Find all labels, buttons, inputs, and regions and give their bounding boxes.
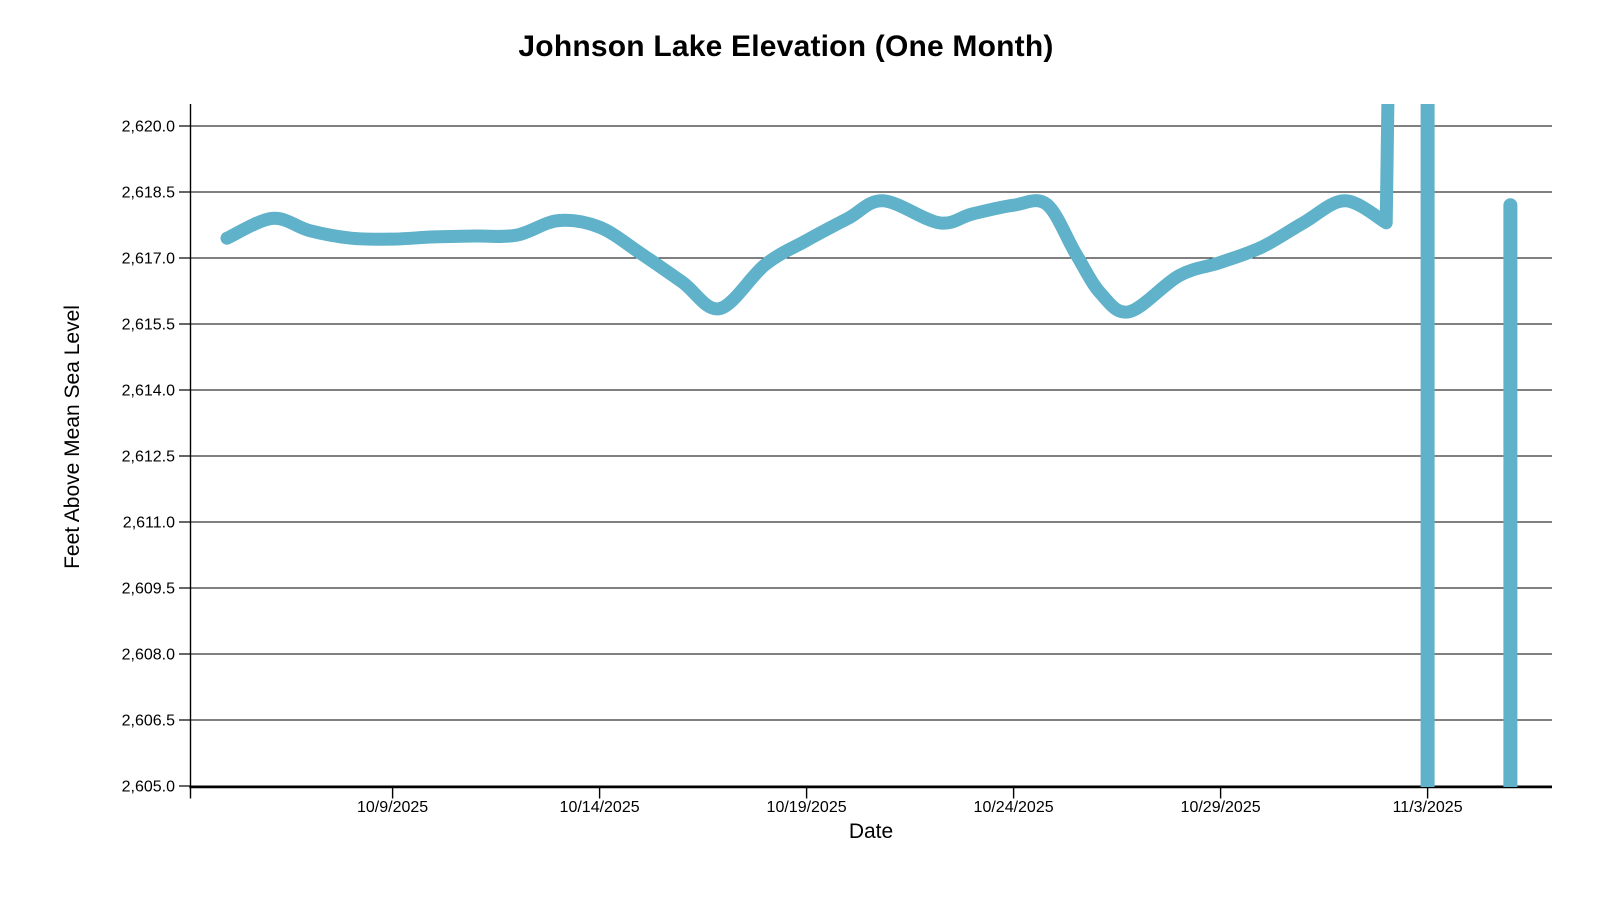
y-tick-label: 2,608.0 <box>122 647 175 664</box>
y-tick-label: 2,615.5 <box>122 317 175 334</box>
series-group <box>220 104 1518 787</box>
y-tick-label: 2,611.0 <box>123 515 175 532</box>
elevation-line <box>220 104 1395 319</box>
y-tick-label: 2,605.0 <box>122 779 175 796</box>
y-tick-label: 2,606.5 <box>122 713 175 730</box>
y-tick-label: 2,614.0 <box>122 383 175 400</box>
y-tick-label: 2,618.5 <box>122 185 175 202</box>
y-tick-label: 2,617.0 <box>122 251 175 268</box>
y-tick-label: 2,612.5 <box>122 449 175 466</box>
x-tick-label: 10/9/2025 <box>357 799 428 816</box>
x-tick-label: 10/19/2025 <box>767 799 847 816</box>
x-tick-label: 11/3/2025 <box>1393 799 1463 816</box>
y-tick-label: 2,620.0 <box>122 119 175 136</box>
x-tick-label: 10/24/2025 <box>974 799 1054 816</box>
x-axis-title: Date <box>848 820 894 843</box>
x-tick-label: 10/29/2025 <box>1181 799 1261 816</box>
x-tick-label: 10/14/2025 <box>560 799 640 816</box>
y-tick-label: 2,609.5 <box>122 581 175 598</box>
chart-title: Johnson Lake Elevation (One Month) <box>518 30 1054 63</box>
